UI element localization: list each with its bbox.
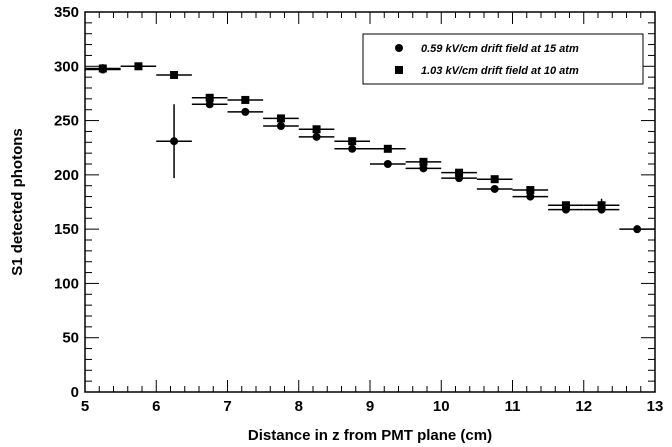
x-tick-label: 8 (295, 398, 303, 415)
x-tick-label: 6 (152, 398, 160, 415)
x-tick-label: 7 (223, 398, 231, 415)
data-point-square (312, 125, 321, 134)
x-tick-label: 13 (647, 398, 664, 415)
series-2 (85, 62, 620, 212)
data-point-square (276, 114, 285, 123)
legend-marker-circle (395, 44, 403, 52)
y-tick-label: 300 (54, 58, 79, 75)
data-point-square (170, 70, 179, 79)
data-point-square (98, 64, 107, 73)
data-point-square (561, 201, 570, 210)
x-axis-title: Distance in z from PMT plane (cm) (248, 427, 492, 444)
x-tick-label: 5 (81, 398, 89, 415)
data-point-square (348, 137, 357, 146)
data-point-square (419, 157, 428, 166)
legend: 0.59 kV/cm drift field at 15 atm 1.03 kV/… (362, 33, 644, 85)
data-point-circle (490, 184, 499, 193)
data-point-circle (205, 100, 214, 109)
data-point-square (134, 62, 143, 71)
legend-label: 1.03 kV/cm drift field at 10 atm (421, 65, 579, 77)
x-tick-label: 11 (505, 398, 521, 415)
data-point-square (597, 201, 606, 210)
y-tick-label: 100 (54, 275, 79, 292)
y-tick-label: 200 (54, 167, 79, 184)
x-tick-label: 9 (366, 398, 374, 415)
data-point-square (526, 186, 535, 195)
data-point-square (490, 175, 499, 184)
y-tick-label: 150 (54, 221, 79, 238)
data-point-circle (241, 107, 250, 116)
legend-marker-square (395, 66, 403, 74)
legend-box (362, 33, 644, 85)
data-point-circle (312, 132, 321, 141)
data-point-circle (419, 164, 428, 173)
data-point-circle (170, 137, 179, 146)
y-tick-label: 350 (54, 4, 79, 21)
x-tick-label: 12 (575, 398, 592, 415)
data-point-square (455, 168, 464, 177)
data-point-square (205, 93, 214, 102)
data-layer (85, 62, 655, 234)
data-point-circle (383, 160, 392, 168)
data-point-circle (348, 144, 357, 153)
legend-label: 0.59 kV/cm drift field at 15 atm (421, 43, 579, 55)
data-point-circle (276, 122, 285, 130)
data-point-square (383, 144, 392, 153)
y-tick-label: 50 (62, 330, 79, 347)
y-tick-label: 250 (54, 113, 79, 130)
data-point-circle (526, 192, 535, 201)
y-tick-label: 0 (71, 384, 79, 401)
y-axis-title: S1 detected photons (9, 128, 26, 276)
data-point-circle (633, 225, 642, 234)
data-point-square (241, 95, 250, 104)
x-tick-label: 10 (433, 398, 450, 415)
